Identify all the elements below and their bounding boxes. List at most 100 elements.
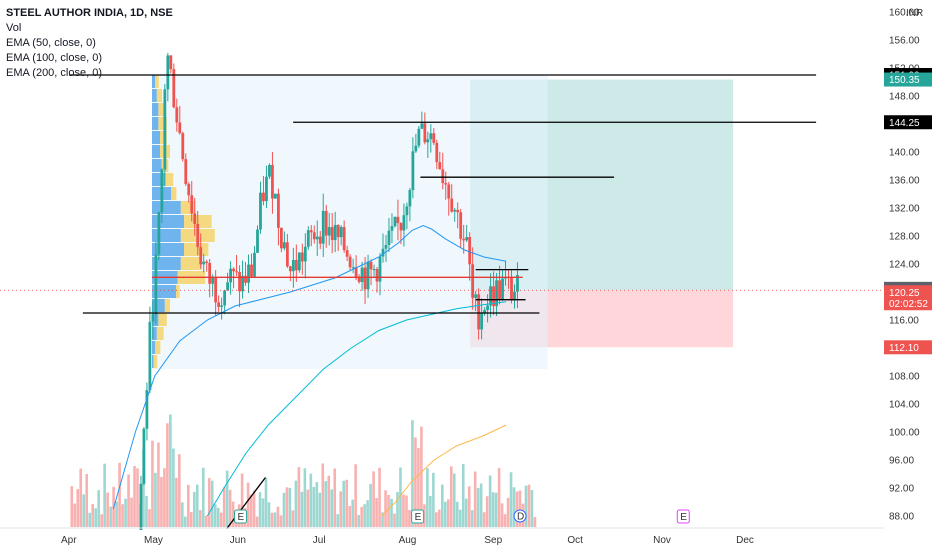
- symbol-title[interactable]: STEEL AUTHOR INDIA, 1D, NSE: [6, 7, 173, 19]
- volume-bar: [133, 466, 136, 527]
- candle-body: [402, 215, 406, 231]
- candle-body: [163, 89, 167, 170]
- volume-bar: [420, 426, 423, 527]
- volume-profile-bar-up: [152, 117, 159, 130]
- candle-body: [288, 266, 292, 272]
- volume-bar: [151, 440, 154, 527]
- candle-body: [432, 133, 436, 143]
- volume-bar: [417, 448, 420, 527]
- volume-bar: [411, 420, 414, 527]
- volume-bar: [333, 468, 337, 527]
- candle-body: [160, 169, 164, 213]
- volume-bar: [169, 414, 172, 527]
- candle-body: [348, 256, 352, 268]
- volume-bar: [190, 512, 193, 527]
- earnings-marker-icon: [676, 509, 690, 524]
- volume-bar: [288, 487, 292, 527]
- candle-body: [208, 262, 212, 284]
- month-tick-label: Oct: [567, 535, 583, 546]
- candle-body: [256, 229, 259, 253]
- price-tick-label: 160.00: [889, 8, 920, 19]
- candle-body: [214, 277, 218, 303]
- candle-body: [285, 242, 289, 267]
- volume-profile-bar-up: [152, 257, 181, 270]
- volume-bar: [482, 512, 486, 527]
- volume-bar: [303, 468, 307, 527]
- month-tick-label: Jul: [313, 535, 326, 546]
- candle-body: [465, 237, 469, 241]
- event-marker-label: E: [415, 512, 422, 523]
- volume-bar: [178, 454, 181, 527]
- candle-body: [232, 268, 235, 272]
- event-marker-label: E: [680, 512, 687, 523]
- candle-body: [181, 133, 185, 160]
- volume-bar: [118, 462, 121, 527]
- volume-profile-bar-up: [152, 341, 156, 354]
- volume-bar: [300, 491, 304, 527]
- volume-profile-bar-down: [158, 313, 167, 326]
- volume-bar: [429, 495, 432, 527]
- candle-body: [513, 291, 516, 301]
- candle-body: [477, 294, 481, 330]
- candle-body: [423, 123, 427, 143]
- volume-profile-bar-up: [152, 159, 162, 172]
- volume-profile-bar-down: [155, 341, 161, 354]
- volume-bar: [228, 489, 232, 527]
- candle-body: [492, 286, 495, 307]
- volume-bar: [306, 489, 310, 527]
- price-tick-label: 124.00: [889, 260, 920, 271]
- price-tag-label: 120.25: [889, 288, 920, 299]
- legend-ema50[interactable]: EMA (50, close, 0): [6, 37, 96, 49]
- legend-vol[interactable]: Vol: [6, 22, 22, 34]
- currency-label: INR: [906, 8, 923, 19]
- volume-bar: [509, 472, 513, 527]
- price-tick-label: 156.00: [889, 36, 920, 47]
- volume-bar: [73, 503, 77, 527]
- candle-body: [414, 145, 418, 152]
- candle-body: [321, 210, 325, 244]
- volume-bar: [414, 437, 417, 527]
- volume-bar: [252, 490, 256, 527]
- volume-bar: [348, 505, 351, 527]
- candle-body: [468, 237, 472, 265]
- volume-bar: [387, 494, 390, 527]
- candle-body: [226, 282, 230, 291]
- price-tag: [884, 285, 932, 300]
- legend-ema200[interactable]: EMA (200, close, 0): [6, 67, 102, 79]
- volume-bar: [258, 492, 262, 527]
- candle-body: [408, 190, 412, 207]
- volume-bar: [207, 478, 211, 527]
- volume-bar: [518, 490, 522, 527]
- volume-bar: [360, 506, 363, 527]
- month-tick-label: Nov: [653, 535, 671, 546]
- volume-profile-bar-down: [158, 103, 164, 116]
- candle-body: [268, 164, 271, 177]
- candle-body: [384, 245, 388, 249]
- candle-body: [250, 264, 253, 277]
- volume-bar: [470, 510, 474, 527]
- price-tick-label: 92.00: [889, 484, 914, 495]
- ema200-line: [381, 424, 507, 517]
- volume-bar: [279, 515, 283, 527]
- legend-ema100[interactable]: EMA (100, close, 0): [6, 52, 102, 64]
- volume-bar: [76, 489, 80, 527]
- candle-body: [297, 252, 301, 271]
- candle-body: [199, 247, 203, 265]
- candle-body: [145, 390, 149, 429]
- candle-body: [205, 261, 209, 263]
- price-tick-label: 100.00: [889, 428, 920, 439]
- trendline: [226, 477, 266, 529]
- candle-body: [450, 198, 454, 212]
- candle-body: [363, 267, 367, 290]
- volume-bar: [88, 512, 91, 527]
- volume-bar: [497, 468, 501, 527]
- candle-body: [235, 271, 238, 273]
- volume-bar: [438, 509, 441, 527]
- candle-body: [471, 264, 475, 298]
- candle-body: [294, 260, 298, 271]
- candle-body: [342, 227, 346, 251]
- month-tick-label: Sep: [484, 535, 502, 546]
- volume-bar: [312, 487, 316, 527]
- volume-bar: [115, 501, 118, 527]
